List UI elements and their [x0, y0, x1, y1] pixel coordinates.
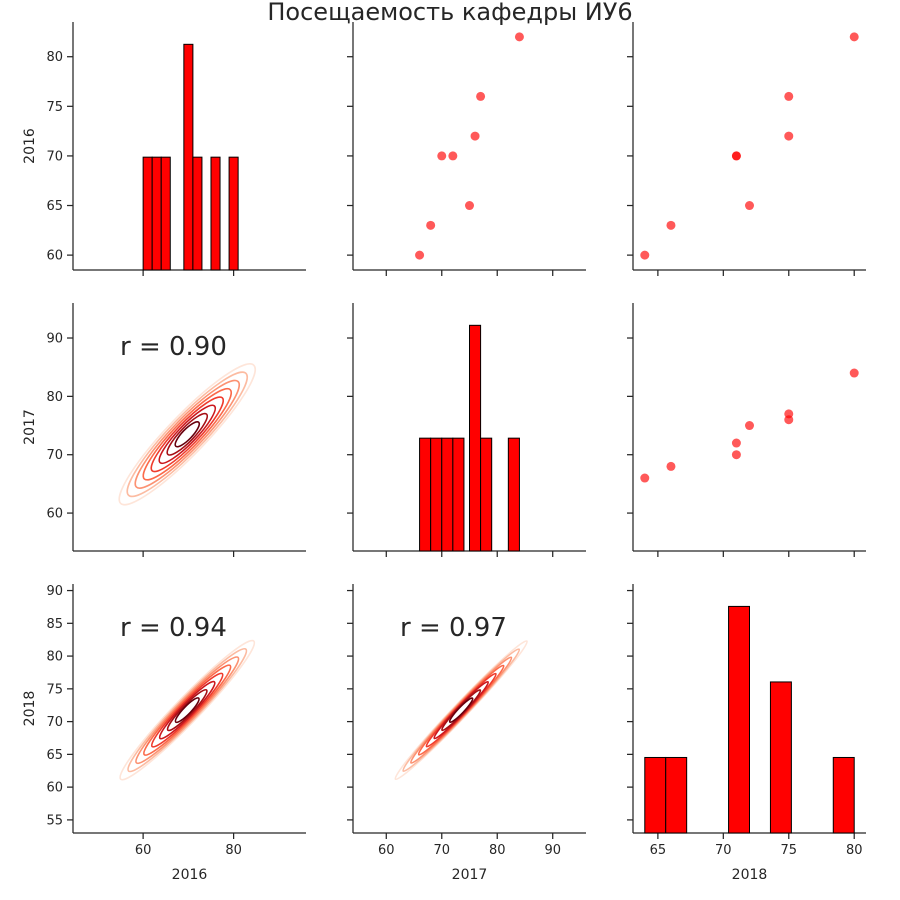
hist-bar [770, 682, 791, 833]
y-tick-label: 70 [46, 715, 63, 730]
y-axis-label: 2016 [22, 128, 38, 164]
y-tick-label: 65 [46, 748, 63, 763]
hist-bar [453, 438, 464, 551]
y-tick-label: 80 [46, 390, 63, 405]
y-axis-label: 2017 [22, 409, 38, 445]
kde-contour [407, 653, 516, 767]
hist-bar [833, 757, 854, 833]
hist-bar [645, 757, 666, 833]
y-tick-label: 75 [46, 682, 63, 697]
scatter-point [476, 92, 485, 101]
y-tick-label: 90 [46, 584, 63, 599]
y-tick-label: 60 [46, 781, 63, 796]
scatter-point [850, 32, 859, 41]
chart-title: Посещаемость кафедры ИУ6 [267, 0, 632, 26]
x-axis-label: 2016 [172, 867, 208, 883]
hist-bar [161, 157, 170, 270]
hist-bar [442, 438, 453, 551]
scatter-point [784, 409, 793, 418]
y-tick-label: 65 [46, 199, 63, 214]
kde-contour [112, 633, 263, 788]
x-tick-label: 60 [135, 843, 152, 858]
kde-contour [440, 688, 483, 733]
scatter-point [640, 251, 649, 260]
kde-contours [112, 633, 263, 788]
hist-bar [143, 157, 152, 270]
kde-contours [107, 352, 268, 517]
hist-bar [431, 438, 442, 551]
hist-bar [193, 157, 202, 270]
y-tick-label: 55 [46, 813, 63, 828]
hist-bar [184, 44, 193, 270]
hist-bar [508, 438, 519, 551]
x-tick-label: 80 [489, 843, 506, 858]
hist-bar [152, 157, 161, 270]
panels: 60 65 70 75 80 60 70 80 90 60 80 55 60 65 70 75 80 85 90 60… [22, 22, 866, 883]
kde-contour [107, 352, 268, 517]
scatter-point [465, 201, 474, 210]
x-tick-label: 80 [846, 843, 863, 858]
hist-bar [420, 438, 431, 551]
x-tick-label: 80 [225, 843, 242, 858]
kde-contour [415, 662, 508, 758]
y-axis-label: 2018 [22, 691, 38, 727]
y-tick-label: 60 [46, 507, 63, 522]
scatter-point [745, 421, 754, 430]
correlation-label: r = 0.90 [120, 332, 227, 362]
hist-bar [666, 757, 687, 833]
scatter-point [732, 439, 741, 448]
scatter-point [732, 151, 741, 160]
correlation-label: r = 0.94 [120, 613, 227, 643]
scatter-point [850, 369, 859, 378]
scatter-point [640, 474, 649, 483]
x-axis-label: 2018 [732, 867, 768, 883]
kde-contour [431, 679, 491, 741]
scatter-point [448, 151, 457, 160]
hist-bar [229, 157, 238, 270]
hist-bar [481, 438, 492, 551]
kde-contour [147, 669, 228, 752]
scatter-point [784, 92, 793, 101]
y-tick-label: 85 [46, 617, 63, 632]
kde-contour [390, 636, 532, 784]
y-tick-label: 70 [46, 448, 63, 463]
kde-contour [129, 651, 245, 770]
y-tick-label: 80 [46, 650, 63, 665]
scatter-point [666, 462, 675, 471]
kde-contour [116, 361, 258, 507]
scatter-point [666, 221, 675, 230]
scatter-point [437, 151, 446, 160]
x-tick-label: 60 [378, 843, 395, 858]
y-tick-label: 70 [46, 149, 63, 164]
kde-contour [135, 381, 240, 488]
scatter-point [732, 450, 741, 459]
scatter-point [745, 201, 754, 210]
scatter-point [784, 132, 793, 141]
scatter-point [415, 251, 424, 260]
x-tick-label: 90 [544, 843, 561, 858]
x-tick-label: 65 [650, 843, 667, 858]
kde-contour [144, 390, 230, 478]
hist-bar [211, 157, 220, 270]
hist-bar [729, 606, 750, 833]
y-tick-label: 75 [46, 100, 63, 115]
x-tick-label: 70 [433, 843, 450, 858]
x-axis-label: 2017 [452, 867, 488, 883]
hist-bar [470, 325, 481, 551]
scatter-point [471, 132, 480, 141]
y-tick-label: 90 [46, 332, 63, 347]
correlation-label: r = 0.97 [400, 613, 507, 643]
scatter-point [515, 32, 524, 41]
y-tick-label: 80 [46, 50, 63, 65]
x-tick-label: 70 [715, 843, 732, 858]
x-tick-label: 75 [780, 843, 797, 858]
kde-contour [398, 645, 523, 776]
scatter-point [426, 221, 435, 230]
kde-contours [390, 636, 532, 784]
kde-contour [138, 660, 236, 761]
kde-contour [156, 678, 219, 743]
kde-contour [121, 642, 254, 779]
y-tick-label: 60 [46, 249, 63, 264]
